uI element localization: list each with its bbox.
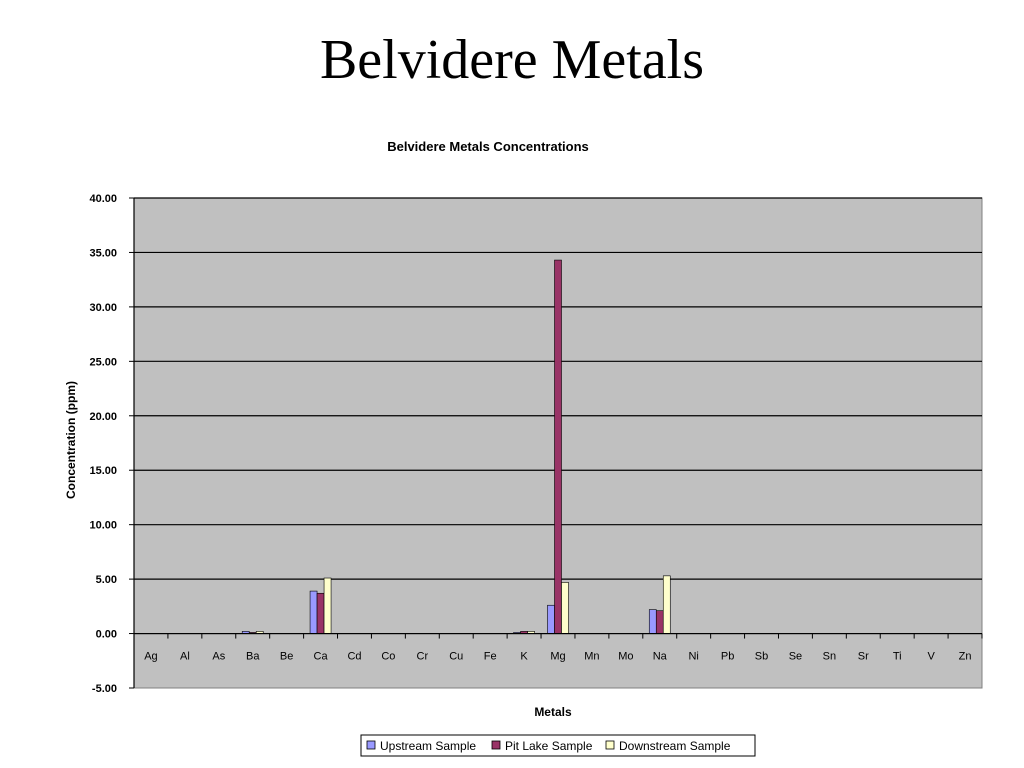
legend-label: Upstream Sample <box>380 739 476 753</box>
y-tick-label: 20.00 <box>89 411 117 423</box>
legend-swatch <box>366 740 376 750</box>
y-axis-title: Concentration (ppm) <box>64 381 78 499</box>
legend-box <box>360 734 756 757</box>
x-tick-label: Na <box>653 651 668 663</box>
x-tick-label: Pb <box>721 651 734 663</box>
bar-downstream-sample-mg <box>561 582 569 634</box>
x-tick-label: V <box>927 651 935 663</box>
chart-title: Belvidere Metals Concentrations <box>387 139 589 154</box>
x-tick-label: Be <box>280 651 293 663</box>
x-tick-label: Cu <box>449 651 463 663</box>
legend-swatch <box>605 740 615 750</box>
bar-upstream-sample-ca <box>309 590 318 634</box>
legend: Upstream Sample Pit Lake Sample Downstream… <box>360 734 756 757</box>
legend-label: Downstream Sample <box>619 739 731 753</box>
y-tick-label: 5.00 <box>96 574 117 586</box>
x-axis-title: Metals <box>534 705 572 719</box>
x-tick-label: Se <box>789 651 802 663</box>
bar-pit-lake-sample-mg <box>554 259 562 634</box>
y-tick-label: 35.00 <box>89 247 117 259</box>
bar-downstream-sample-na <box>662 575 671 634</box>
y-tick-label: 10.00 <box>89 520 117 532</box>
bar-upstream-sample-mg <box>547 604 555 634</box>
x-tick-label: As <box>212 651 225 663</box>
y-tick-label: 25.00 <box>89 356 117 368</box>
bar-downstream-sample-ca <box>323 577 332 634</box>
x-tick-label: Sn <box>823 651 836 663</box>
x-tick-label: Ag <box>144 651 157 663</box>
x-tick-label: Mg <box>550 651 565 663</box>
y-tick-label: 30.00 <box>89 302 117 314</box>
x-tick-label: Mo <box>618 651 633 663</box>
y-tick-label: -5.00 <box>92 683 117 695</box>
x-tick-label: Ca <box>314 651 329 663</box>
y-tick-label: 0.00 <box>96 629 117 641</box>
x-tick-label: Cd <box>347 651 361 663</box>
x-tick-label: Ti <box>893 651 902 663</box>
slide-title: Belvidere Metals <box>319 29 705 91</box>
y-tick-labels: 40.00 35.00 30.00 25.00 20.00 15.00 10.00 5.00 0… <box>89 193 134 695</box>
bar-pit-lake-sample-na <box>655 610 664 634</box>
x-tick-label: Sr <box>858 651 869 663</box>
bar-upstream-sample-na <box>648 609 657 634</box>
legend-label: Pit Lake Sample <box>505 739 593 753</box>
x-tick-label: Ba <box>246 651 260 663</box>
y-tick-label: 15.00 <box>89 465 117 477</box>
x-tick-label: Cr <box>417 651 429 663</box>
x-tick-label: Ni <box>688 651 698 663</box>
x-tick-label: Zn <box>959 651 972 663</box>
axes <box>133 198 983 688</box>
x-tick-labels: Ag Al As Ba Be Ca Cd Co Cr Cu Fe K Mg Mn Mo Na Ni Pb Sb Se S… <box>144 651 971 663</box>
x-tick-label: Fe <box>484 651 497 663</box>
x-tick-label: Mn <box>584 651 599 663</box>
legend-swatch <box>491 740 501 750</box>
x-tick-label: Sb <box>755 651 768 663</box>
y-tick-label: 40.00 <box>89 193 117 205</box>
bar-pit-lake-sample-ca <box>316 592 325 634</box>
x-tick-label: K <box>520 651 528 663</box>
x-tick-label: Co <box>381 651 395 663</box>
x-tick-label: Al <box>180 651 190 663</box>
